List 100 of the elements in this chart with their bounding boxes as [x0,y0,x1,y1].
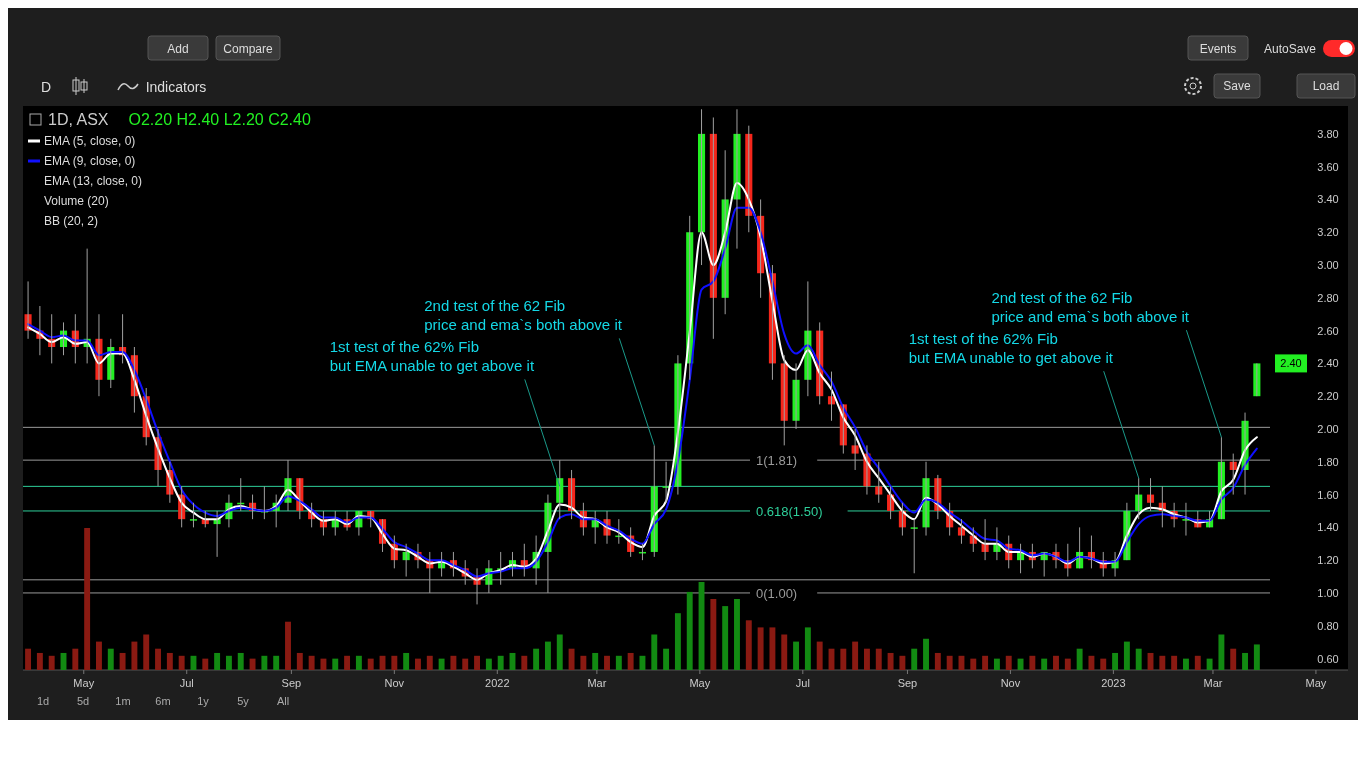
bar [970,658,977,670]
text: 1d [36,695,50,707]
bar [1183,658,1189,670]
bar [745,620,752,670]
bar [308,655,315,670]
y-tick-label: 3.60 [1317,160,1339,173]
text: 1m [115,695,131,707]
bar [36,652,43,670]
ref-line-label: 0.618(1.50) [756,503,823,519]
bar [1088,655,1095,670]
bar [450,655,457,670]
bar [899,655,906,670]
y-tick-label: 2.60 [1317,324,1339,337]
bar [757,627,764,670]
bar [875,648,882,670]
bar [72,648,79,670]
bar [852,641,859,670]
bar [556,634,563,670]
x-tick-label: Nov [1000,677,1021,689]
bar [143,634,150,670]
x-tick-label: 2023 [1101,677,1126,689]
ref-line-label: 1(1.81) [756,453,798,469]
bar [1123,641,1130,670]
y-tick-label: 1.60 [1317,488,1339,501]
bar [686,591,693,670]
text: Events [1199,42,1237,56]
y-tick-label: 1.40 [1317,521,1339,534]
bar [1076,648,1083,670]
bar [615,655,622,670]
bar [497,655,504,670]
bar [1053,655,1059,670]
bar [214,652,221,670]
bar [1159,655,1166,670]
y-tick-label: 0.80 [1317,619,1339,632]
x-tick-label: Nov [384,677,405,689]
text: 5y [237,695,250,707]
y-tick-label: 2.40 [1317,357,1339,370]
bar [426,655,433,670]
bar [1005,655,1012,670]
bar [48,655,55,670]
bar [485,658,492,670]
bar [96,641,102,670]
bar [544,641,551,670]
bar [84,528,91,670]
bar [1112,652,1119,670]
bar [651,634,658,670]
bar [367,658,374,670]
x-tick-label: 2022 [485,677,510,689]
annotation: 2nd test of the 62 Fib price and ema`s both above it [991,289,1190,326]
bar [1135,648,1142,670]
y-tick-label: 3.20 [1317,226,1339,239]
y-tick-label: 2.00 [1317,422,1339,435]
bar [769,627,776,670]
bar [781,634,788,670]
bar [568,648,575,670]
ref-line-label: 0(1.00) [756,585,798,601]
text: AutoSave [1263,42,1317,56]
bar [462,658,469,670]
chart-title: 1D, ASX [48,111,109,128]
bar [604,655,610,670]
bar [474,655,480,670]
bar [225,655,232,670]
bar [946,655,953,670]
bar [923,638,929,670]
annotation: 2nd test of the 62 Fib price and ema`s both above it [424,297,623,334]
x-tick-label: May [1305,677,1327,689]
annotation: 2.40 [1280,357,1302,370]
bar [1194,655,1201,670]
bar [1064,658,1071,670]
bar [332,658,339,670]
annotation: O2.20 H2.40 L2.20 C2.40 [128,111,311,128]
bar [1218,634,1225,670]
bar [722,606,729,670]
bar [1017,658,1024,670]
bar [344,655,351,670]
x-tick-label: Jul [179,677,194,689]
bar [1041,658,1048,670]
bar [1242,652,1248,670]
bar [911,648,918,670]
y-tick-label: 1.20 [1317,554,1339,567]
text: D [40,79,52,95]
y-tick-label: 3.40 [1317,193,1339,206]
x-tick-label: Sep [281,677,302,689]
bar [804,627,811,670]
text: Compare [223,42,273,56]
annotation: Volume (20) [44,194,109,208]
candlestick [910,518,918,574]
y-tick-label: 1.00 [1317,586,1339,599]
y-tick-label: 1.80 [1317,455,1339,468]
legend-label: EMA (5, close, 0) [44,134,136,148]
annotation: 1st test of the 62% Fib but EMA unable to get above it [329,338,535,375]
text: Save [1223,79,1251,93]
bar [155,648,161,670]
bar [887,652,894,670]
bar [816,641,823,670]
text: 1y [197,695,210,707]
bar [674,613,681,670]
bar [25,648,32,670]
bar [793,641,800,670]
bar [580,655,587,670]
